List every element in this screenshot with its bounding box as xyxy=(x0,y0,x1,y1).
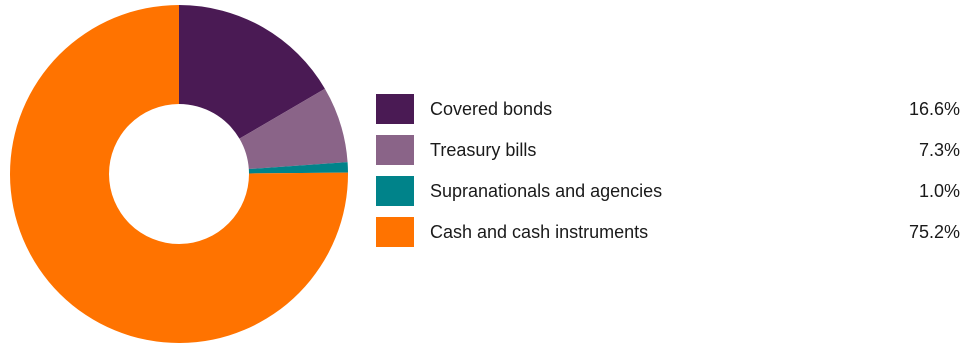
legend-item-treasury-bills: Treasury bills 7.3% xyxy=(376,129,960,170)
legend-label-treasury-bills: Treasury bills xyxy=(430,139,537,160)
donut-chart xyxy=(10,5,349,343)
legend-value-supranationals-and-agencies: 1.0% xyxy=(918,180,960,201)
legend-swatch-supranationals-and-agencies xyxy=(376,175,414,206)
donut-slice-cash-and-cash-instruments xyxy=(10,5,349,343)
donut-slice-supranationals-and-agencies xyxy=(248,162,348,174)
legend-swatch-cash-and-cash-instruments xyxy=(376,216,414,247)
legend-label-cash-and-cash-instruments: Cash and cash instruments xyxy=(430,221,649,242)
legend-value-covered-bonds: 16.6% xyxy=(908,98,960,119)
legend-value-treasury-bills: 7.3% xyxy=(918,139,960,160)
chart-legend: Covered bonds 16.6% Treasury bills 7.3% … xyxy=(376,88,960,252)
donut-slice-covered-bonds xyxy=(179,5,325,139)
legend-label-covered-bonds: Covered bonds xyxy=(430,98,553,119)
legend-value-cash-and-cash-instruments: 75.2% xyxy=(908,221,960,242)
donut-slices xyxy=(10,5,349,343)
legend-swatch-covered-bonds xyxy=(376,93,414,124)
legend-item-cash-and-cash-instruments: Cash and cash instruments 75.2% xyxy=(376,211,960,252)
legend-item-supranationals-and-agencies: Supranationals and agencies 1.0% xyxy=(376,170,960,211)
legend-item-covered-bonds: Covered bonds 16.6% xyxy=(376,88,960,129)
legend-label-supranationals-and-agencies: Supranationals and agencies xyxy=(430,180,663,201)
donut-slice-treasury-bills xyxy=(239,88,348,170)
legend-swatch-treasury-bills xyxy=(376,134,414,165)
